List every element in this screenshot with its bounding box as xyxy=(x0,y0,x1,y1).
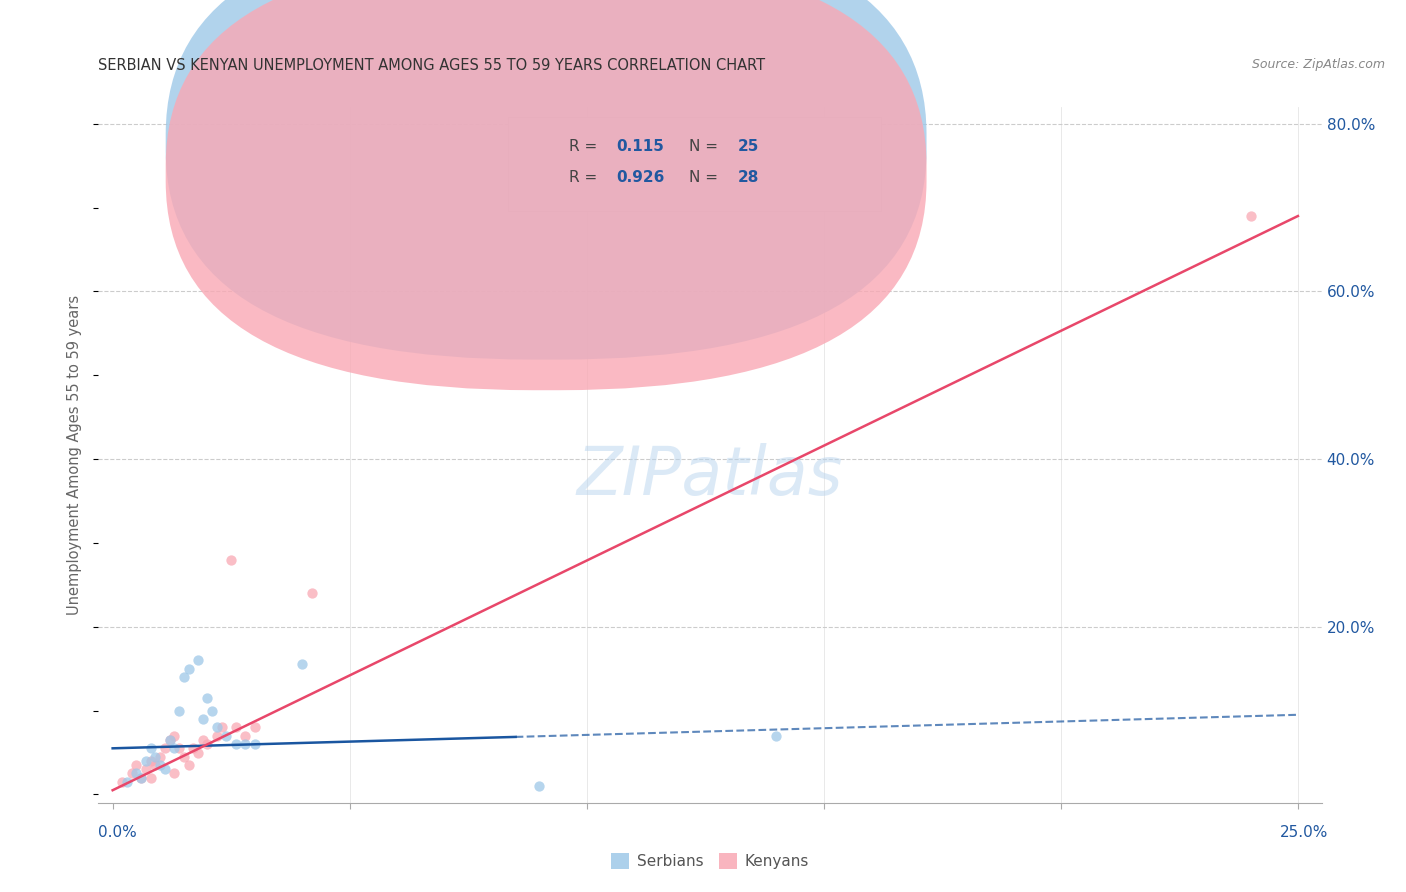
Y-axis label: Unemployment Among Ages 55 to 59 years: Unemployment Among Ages 55 to 59 years xyxy=(67,295,83,615)
Text: 0.926: 0.926 xyxy=(616,169,664,185)
Point xyxy=(181,741,204,756)
Point xyxy=(125,766,148,780)
Point xyxy=(139,754,162,768)
Point xyxy=(243,737,266,751)
Point xyxy=(243,720,266,734)
Point xyxy=(191,733,214,747)
Text: 25.0%: 25.0% xyxy=(1281,825,1329,840)
Text: R =: R = xyxy=(569,139,603,154)
Point xyxy=(129,771,152,785)
Text: 25: 25 xyxy=(738,139,759,154)
Point xyxy=(167,704,190,718)
Point xyxy=(139,771,162,785)
Point xyxy=(201,704,224,718)
Point xyxy=(205,720,228,734)
Point xyxy=(205,729,228,743)
Text: 28: 28 xyxy=(738,169,759,185)
Point xyxy=(197,737,219,751)
Point xyxy=(163,766,186,780)
Point xyxy=(153,741,176,756)
Point xyxy=(173,749,195,764)
Point xyxy=(235,737,257,751)
Point xyxy=(153,762,176,776)
Text: R =: R = xyxy=(569,169,603,185)
Text: 0.115: 0.115 xyxy=(616,139,664,154)
Point xyxy=(121,766,143,780)
Point xyxy=(197,691,219,706)
Point xyxy=(149,758,172,772)
Point xyxy=(143,758,166,772)
Point xyxy=(301,586,323,600)
Point xyxy=(225,737,247,751)
Point xyxy=(149,749,172,764)
Text: ZIPatlas: ZIPatlas xyxy=(576,442,844,508)
Legend: Serbians, Kenyans: Serbians, Kenyans xyxy=(605,847,815,875)
Text: 0.0%: 0.0% xyxy=(98,825,138,840)
FancyBboxPatch shape xyxy=(508,118,882,211)
Point xyxy=(115,775,138,789)
Text: SERBIAN VS KENYAN UNEMPLOYMENT AMONG AGES 55 TO 59 YEARS CORRELATION CHART: SERBIAN VS KENYAN UNEMPLOYMENT AMONG AGE… xyxy=(98,58,765,73)
Point xyxy=(129,771,152,785)
Text: N =: N = xyxy=(689,169,723,185)
Point xyxy=(159,733,181,747)
Point xyxy=(211,720,233,734)
Point xyxy=(235,729,257,743)
Point xyxy=(219,552,242,566)
Point xyxy=(173,670,195,684)
Point xyxy=(191,712,214,726)
Point xyxy=(225,720,247,734)
Point xyxy=(765,729,787,743)
Point xyxy=(1239,209,1261,223)
Point xyxy=(135,754,157,768)
Point xyxy=(177,662,200,676)
FancyBboxPatch shape xyxy=(166,0,927,390)
Point xyxy=(139,741,162,756)
Point xyxy=(135,762,157,776)
Point xyxy=(143,749,166,764)
Point xyxy=(111,775,134,789)
Point xyxy=(163,729,186,743)
Point xyxy=(187,746,209,760)
Point xyxy=(163,741,186,756)
Point xyxy=(159,733,181,747)
FancyBboxPatch shape xyxy=(166,0,927,359)
Point xyxy=(187,653,209,667)
Point xyxy=(215,729,238,743)
Point xyxy=(291,657,314,672)
Text: N =: N = xyxy=(689,139,723,154)
Point xyxy=(177,758,200,772)
Text: Source: ZipAtlas.com: Source: ZipAtlas.com xyxy=(1251,58,1385,71)
Point xyxy=(125,758,148,772)
Point xyxy=(167,741,190,756)
Point xyxy=(529,779,551,793)
